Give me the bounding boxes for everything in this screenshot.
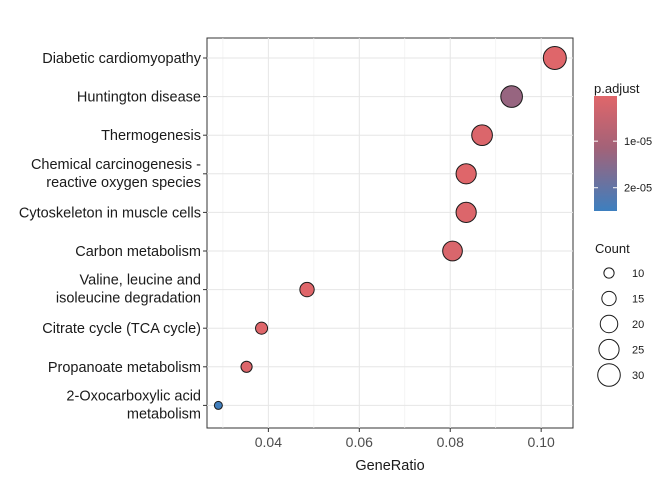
category-label: Thermogenesis: [101, 128, 201, 144]
color-legend: p.adjust 1e-05 2e-05: [594, 81, 652, 211]
data-point: [255, 321, 269, 335]
point-layer: [213, 46, 567, 410]
x-axis: 0.04 0.06 0.08 0.10: [255, 428, 555, 450]
size-legend-label: 30: [632, 370, 644, 382]
grid-layer: [207, 38, 573, 428]
category-label-layer: Diabetic cardiomyopathy Huntington diseas…: [19, 51, 207, 422]
category-label: Carbon metabolism: [75, 244, 201, 260]
category-label: Citrate cycle (TCA cycle): [42, 321, 201, 337]
data-point: [500, 85, 523, 108]
size-legend-label: 10: [632, 268, 644, 280]
category-label: Huntington disease: [77, 90, 201, 106]
color-legend-label: 1e-05: [624, 136, 652, 148]
size-legend-key: [603, 267, 615, 279]
size-legend-key: [599, 314, 619, 334]
data-point: [442, 240, 463, 262]
size-legend-key: [598, 338, 620, 361]
data-point: [213, 400, 223, 410]
data-point: [542, 46, 567, 70]
x-tick-label: 0.10: [528, 434, 555, 450]
color-legend-bar: [594, 96, 617, 211]
size-legend-label: 20: [632, 319, 644, 331]
category-label: Diabetic cardiomyopathy: [42, 51, 202, 67]
category-label: Cytoskeleton in muscle cells: [19, 205, 201, 221]
size-legend: Count 10 15 20 25 30: [595, 241, 644, 387]
data-point: [455, 163, 477, 185]
category-label: 2-Oxocarboxylic acid metabolism: [66, 388, 201, 422]
category-label: Propanoate metabolism: [48, 360, 201, 376]
x-tick-label: 0.06: [346, 434, 373, 450]
color-legend-label: 2e-05: [624, 183, 652, 195]
data-point: [240, 360, 253, 373]
x-tick-label: 0.04: [255, 434, 282, 450]
color-legend-title: p.adjust: [594, 81, 640, 96]
data-point: [455, 201, 477, 223]
size-legend-label: 15: [632, 294, 644, 306]
size-legend-key: [597, 363, 621, 387]
data-point: [299, 281, 315, 298]
data-point: [471, 124, 493, 147]
x-axis-title: GeneRatio: [355, 458, 424, 474]
x-tick-label: 0.08: [437, 434, 464, 450]
category-label: Chemical carcinogenesis -reactive oxygen…: [31, 157, 201, 191]
size-legend-label: 25: [632, 345, 644, 357]
category-label: Valine, leucine and isoleucine degradatio…: [56, 273, 201, 307]
size-legend-title: Count: [595, 241, 630, 256]
size-legend-key: [601, 290, 617, 307]
